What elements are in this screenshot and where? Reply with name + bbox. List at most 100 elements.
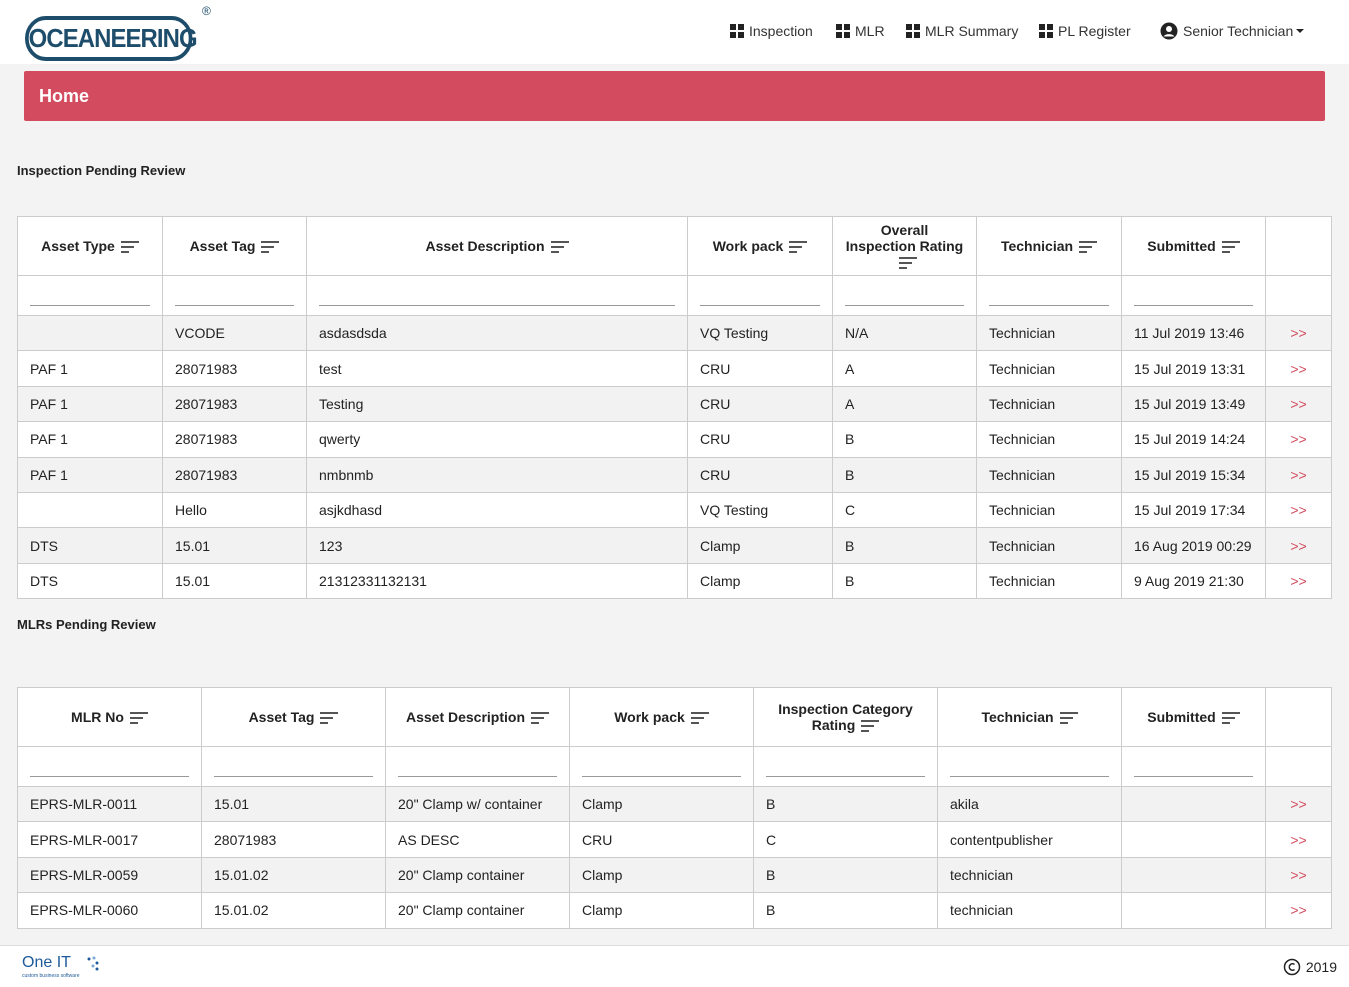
column-header[interactable]: Asset Description [306, 216, 688, 276]
column-header[interactable]: Technician [937, 687, 1122, 747]
nav-item[interactable]: PL Register [1039, 23, 1131, 39]
header-label[interactable]: MLR No [71, 709, 124, 725]
filter-input[interactable] [319, 305, 675, 306]
cell-text: Technician [989, 537, 1056, 554]
filter-input[interactable] [214, 776, 373, 777]
page-banner: Home [24, 71, 1325, 121]
table-cell: 15.01 [201, 785, 386, 823]
filter-input[interactable] [700, 305, 820, 306]
row-action[interactable]: >> [1265, 491, 1332, 529]
open-link[interactable]: >> [1290, 502, 1307, 519]
row-action[interactable]: >> [1265, 892, 1332, 929]
data-row: EPRS-MLR-0060 15.01.02 20" Clamp container… [17, 892, 1332, 929]
open-link[interactable]: >> [1290, 537, 1307, 554]
open-link[interactable]: >> [1290, 466, 1307, 483]
open-link[interactable]: >> [1290, 902, 1307, 919]
column-header[interactable]: Asset Type [17, 216, 163, 276]
filter-input[interactable] [175, 305, 294, 306]
filter-input[interactable] [30, 305, 150, 306]
header-label[interactable]: Submitted [1147, 238, 1216, 254]
row-action[interactable]: >> [1265, 385, 1332, 423]
row-action[interactable]: >> [1265, 527, 1332, 564]
nav-label[interactable]: Inspection [749, 23, 813, 39]
filter-input[interactable] [30, 776, 189, 777]
header-label[interactable]: Work pack [712, 238, 784, 254]
sort-icon [1079, 241, 1098, 254]
cell-text: 16 Aug 2019 00:29 [1134, 537, 1252, 554]
cell-text: Clamp [700, 537, 741, 554]
filter-input[interactable] [582, 776, 741, 777]
header-label[interactable]: Technician [981, 709, 1054, 725]
header-label[interactable]: Inspection Category Rating [778, 701, 913, 733]
row-action[interactable]: >> [1265, 562, 1332, 600]
table-cell [1121, 856, 1266, 894]
row-action[interactable]: >> [1265, 821, 1332, 858]
column-header[interactable]: Asset Tag [201, 687, 386, 747]
column-header[interactable]: Inspection Category Rating [753, 687, 938, 747]
filter-cell [1121, 275, 1266, 316]
open-link[interactable]: >> [1290, 796, 1307, 813]
nav-item[interactable]: MLR Summary [906, 23, 1018, 39]
header-label[interactable]: Asset Type [41, 238, 115, 254]
header-label[interactable]: Overall Inspection Rating [845, 222, 964, 254]
row-action[interactable]: >> [1265, 856, 1332, 894]
sort-icon [861, 720, 880, 733]
row-action[interactable]: >> [1265, 350, 1332, 387]
filter-input[interactable] [845, 305, 964, 306]
open-link[interactable]: >> [1290, 831, 1307, 848]
column-header[interactable]: Work pack [569, 687, 754, 747]
filter-input[interactable] [1134, 305, 1253, 306]
open-link[interactable]: >> [1290, 866, 1307, 883]
open-link[interactable]: >> [1290, 431, 1307, 448]
header-label[interactable]: Work pack [614, 709, 685, 725]
data-row: EPRS-MLR-0011 15.01 20" Clamp w/ container… [17, 785, 1332, 823]
filter-input[interactable] [398, 776, 557, 777]
filter-input[interactable] [1134, 776, 1253, 777]
nav-label[interactable]: PL Register [1058, 23, 1131, 39]
header-label[interactable]: Technician [1000, 238, 1074, 254]
open-link[interactable]: >> [1290, 360, 1307, 377]
column-header[interactable]: Asset Tag [162, 216, 307, 276]
cell-text: Technician [989, 431, 1056, 448]
nav-item[interactable]: MLR [836, 23, 885, 39]
open-link[interactable]: >> [1290, 325, 1307, 342]
table-cell: DTS [17, 527, 163, 564]
column-header[interactable]: Submitted [1121, 216, 1266, 276]
filter-input[interactable] [950, 776, 1109, 777]
nav-label[interactable]: MLR [855, 23, 885, 39]
row-action[interactable]: >> [1265, 314, 1332, 352]
column-header[interactable]: Work pack [687, 216, 833, 276]
column-header[interactable]: Asset Description [385, 687, 570, 747]
table-cell: CRU [687, 421, 833, 458]
cell-text: nmbnmb [319, 466, 374, 483]
registered-mark: ® [202, 4, 211, 18]
row-action[interactable]: >> [1265, 456, 1332, 493]
row-action[interactable]: >> [1265, 421, 1332, 458]
cell-text: B [845, 466, 855, 483]
header-label[interactable]: Asset Description [425, 238, 545, 254]
table-cell: 21312331132131 [306, 562, 688, 600]
column-header[interactable]: MLR No [17, 687, 202, 747]
header-label[interactable]: Asset Description [405, 709, 526, 725]
header-label[interactable]: Submitted [1147, 709, 1216, 725]
open-link[interactable]: >> [1290, 395, 1307, 412]
header-label[interactable]: Asset Tag [189, 238, 256, 254]
user-menu[interactable]: Senior Technician [1160, 22, 1312, 40]
nav-label[interactable]: MLR Summary [925, 23, 1019, 39]
cell-text: Clamp [582, 796, 623, 813]
header-label[interactable]: Asset Tag [248, 709, 315, 725]
row-action[interactable]: >> [1265, 785, 1332, 823]
column-header[interactable]: Submitted [1121, 687, 1266, 747]
filter-input[interactable] [766, 776, 925, 777]
cell-text: technician [950, 866, 1014, 883]
table-cell: 15.01 [162, 527, 307, 564]
logo[interactable]: OCEANEERING [25, 16, 198, 61]
open-link[interactable]: >> [1290, 572, 1307, 589]
data-row: EPRS-MLR-0059 15.01.02 20" Clamp container… [17, 856, 1332, 894]
filter-input[interactable] [989, 305, 1109, 306]
user-name[interactable]: Senior Technician [1183, 23, 1294, 39]
column-header[interactable]: Overall Inspection Rating [832, 216, 977, 276]
cell-text: Clamp [700, 572, 741, 589]
nav-item[interactable]: Inspection [730, 23, 813, 39]
column-header[interactable]: Technician [976, 216, 1122, 276]
